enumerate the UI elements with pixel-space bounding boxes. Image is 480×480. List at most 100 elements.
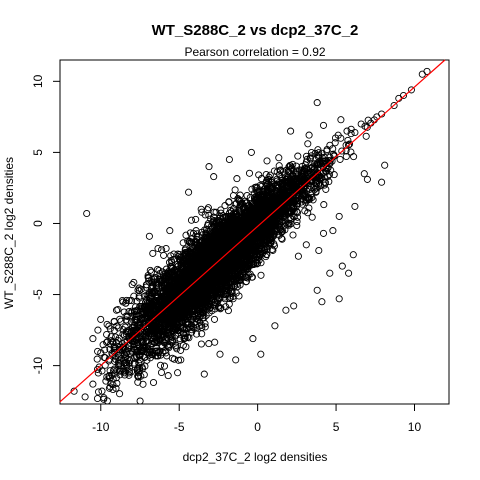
scatter-point xyxy=(347,130,355,138)
scatter-point xyxy=(211,338,219,346)
scatter-point xyxy=(344,141,353,149)
y-axis-label: WT_S288C_2 log2 densities xyxy=(2,157,16,309)
scatter-point xyxy=(312,179,320,188)
scatter-point xyxy=(275,162,283,170)
scatter-point xyxy=(100,353,108,361)
scatter-point xyxy=(228,287,236,295)
scatter-point xyxy=(289,231,297,239)
scatter-point xyxy=(149,378,158,387)
scatter-point xyxy=(225,198,233,206)
scatter-point xyxy=(151,274,159,282)
y-tick-label: 10 xyxy=(31,74,45,88)
scatter-point xyxy=(136,397,144,405)
scatter-point xyxy=(304,195,312,203)
y-tick-label: -10 xyxy=(31,357,45,375)
scatter-point xyxy=(243,191,251,200)
scatter-point xyxy=(94,326,102,334)
scatter-point xyxy=(154,244,162,253)
scatter-point xyxy=(344,136,352,144)
scatter-point xyxy=(305,131,313,139)
scatter-point xyxy=(303,155,311,163)
scatter-point xyxy=(363,123,371,131)
scatter-point xyxy=(345,140,354,148)
scatter-point xyxy=(121,354,130,362)
y-tick-label: 5 xyxy=(31,149,45,156)
y-tick-label: 0 xyxy=(31,220,45,227)
scatter-point xyxy=(315,149,323,157)
scatter-point xyxy=(110,365,118,373)
scatter-point xyxy=(318,149,326,157)
scatter-point xyxy=(180,335,188,343)
scatter-point xyxy=(207,229,216,237)
scatter-point xyxy=(123,312,131,320)
scatter-point xyxy=(326,153,334,161)
scatter-point xyxy=(320,201,328,209)
scatter-point xyxy=(130,278,138,286)
scatter-point xyxy=(152,298,160,306)
scatter-point xyxy=(266,171,274,179)
scatter-point xyxy=(177,346,185,354)
scatter-point xyxy=(275,154,283,162)
scatter-point xyxy=(217,209,225,217)
scatter-point xyxy=(159,348,167,356)
scatter-point xyxy=(217,206,225,214)
scatter-point xyxy=(229,292,237,300)
scatter-point xyxy=(362,132,370,140)
scatter-point xyxy=(325,178,333,186)
scatter-point xyxy=(342,152,350,161)
scatter-point xyxy=(142,306,150,314)
scatter-point xyxy=(109,350,117,359)
scatter-point xyxy=(204,222,212,230)
scatter-point xyxy=(257,175,266,183)
scatter-point xyxy=(97,349,105,357)
scatter-point xyxy=(207,215,215,223)
scatter-point xyxy=(198,208,206,216)
chart-subtitle: Pearson correlation = 0.92 xyxy=(184,45,325,59)
scatter-point xyxy=(197,340,205,348)
scatter-point xyxy=(126,349,134,357)
scatter-point xyxy=(135,287,144,295)
x-tick-label: 0 xyxy=(254,420,261,434)
scatter-point xyxy=(94,388,103,396)
scatter-point xyxy=(330,171,338,179)
scatter-point xyxy=(188,328,196,336)
scatter-point xyxy=(337,116,345,124)
scatter-point xyxy=(308,213,316,221)
scatter-point xyxy=(121,371,129,379)
scatter-point xyxy=(134,373,142,381)
scatter-point xyxy=(143,329,151,337)
scatter-point xyxy=(220,290,228,298)
scatter-point xyxy=(222,212,230,220)
scatter-point xyxy=(270,242,279,250)
scatter-point xyxy=(153,265,162,273)
scatter-point xyxy=(307,148,316,157)
scatter-point xyxy=(302,152,311,160)
scatter-point xyxy=(210,315,219,323)
scatter-point xyxy=(157,368,166,377)
scatter-point xyxy=(170,355,178,363)
scatter-point xyxy=(156,361,165,369)
scatter-point xyxy=(257,271,265,279)
scatter-point xyxy=(262,253,270,261)
scatter-point xyxy=(182,343,190,351)
scatter-point xyxy=(192,215,200,223)
x-tick-label: 5 xyxy=(333,420,340,434)
scatter-point xyxy=(130,341,138,349)
scatter-point xyxy=(149,249,157,257)
scatter-point xyxy=(163,352,171,360)
scatter-point xyxy=(119,342,127,350)
scatter-point xyxy=(171,267,179,275)
scatter-point xyxy=(236,281,244,289)
scatter-point xyxy=(168,262,176,271)
scatter-point xyxy=(105,384,113,392)
scatter-point xyxy=(176,335,184,343)
scatter-point xyxy=(122,358,131,367)
scatter-point xyxy=(293,213,302,221)
scatter-point xyxy=(233,175,241,183)
scatter-point xyxy=(145,277,153,285)
scatter-point xyxy=(117,367,125,375)
scatter-point xyxy=(269,246,277,254)
scatter-point xyxy=(293,221,301,230)
scatter-point xyxy=(270,167,278,175)
